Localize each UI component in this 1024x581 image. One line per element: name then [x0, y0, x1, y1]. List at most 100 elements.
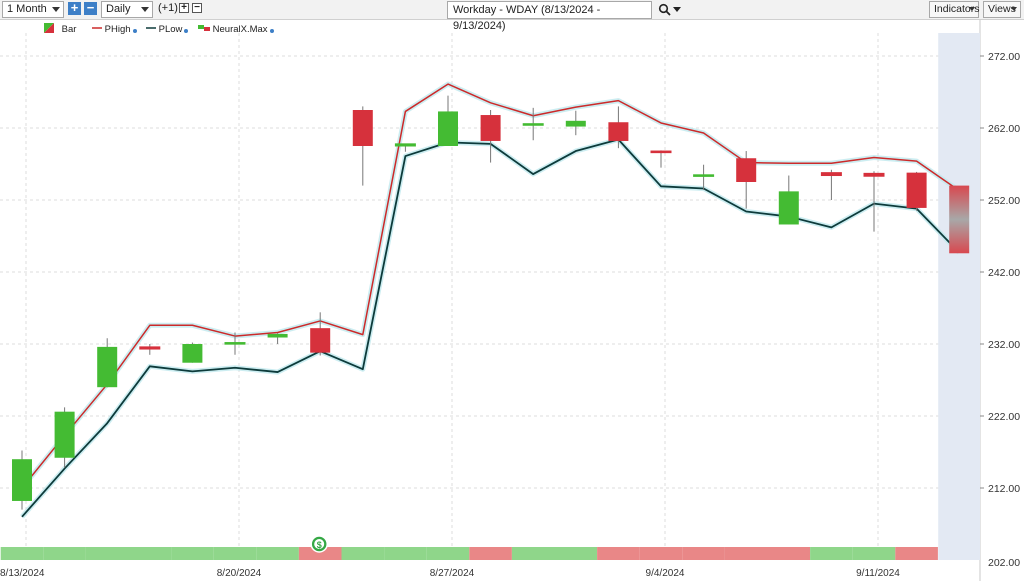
signal-strip-segment [554, 547, 598, 560]
indicators-label: Indicators [934, 3, 980, 15]
candles [12, 95, 970, 510]
signal-strip-segment [213, 547, 257, 560]
signal-strip-segment [298, 547, 342, 560]
y-tick-label: 272.00 [988, 51, 1020, 63]
offset-minus-button[interactable]: − [192, 3, 202, 13]
signal-strip-segment [469, 547, 512, 560]
signal-strip [0, 547, 938, 560]
legend-item-phigh[interactable]: PHigh [92, 23, 137, 37]
signal-strip-segment [639, 547, 683, 560]
search-icon[interactable] [658, 3, 672, 17]
indicators-button[interactable]: Indicators [929, 1, 980, 18]
signal-strip-segment [256, 547, 299, 560]
y-tick-label: 242.00 [988, 267, 1020, 279]
x-tick-label: 9/11/2024 [856, 568, 900, 579]
views-button[interactable]: Views [983, 1, 1021, 18]
candle-body [438, 111, 458, 146]
chevron-down-icon [141, 7, 149, 12]
x-tick-label: 8/13/2024 [0, 568, 45, 579]
interval-label: Daily [106, 3, 131, 15]
candle-body [267, 333, 288, 338]
period-select[interactable]: 1 Month [2, 1, 64, 18]
y-tick-label: 262.00 [988, 123, 1020, 135]
candle-body [480, 115, 501, 141]
candle-body [863, 172, 885, 177]
neuralx-swatch-icon [198, 25, 210, 31]
signal-strip-segment [895, 547, 938, 560]
y-tick-label: 252.00 [988, 195, 1020, 207]
zoom-out-button[interactable]: − [84, 1, 97, 15]
zoom-in-button[interactable]: + [68, 1, 81, 15]
candle-body [820, 172, 842, 177]
signal-strip-segment [724, 547, 768, 560]
signal-strip-segment [0, 547, 44, 560]
candle-body [310, 328, 331, 353]
legend-item-neuralx[interactable]: NeuralX.Max [198, 23, 274, 37]
signal-strip-segment [341, 547, 385, 560]
candle-body [565, 120, 586, 127]
candle-body [12, 459, 32, 501]
views-label: Views [988, 3, 1016, 15]
settings-dot-icon[interactable] [132, 29, 137, 33]
chevron-down-icon [1011, 7, 1017, 11]
settings-dot-icon[interactable] [269, 29, 274, 33]
signal-strip-segment [384, 547, 427, 560]
bar-swatch-icon [44, 23, 54, 33]
candle-body [608, 122, 629, 141]
candle-body [224, 342, 246, 345]
signal-strip-segment [426, 547, 470, 560]
chevron-down-icon [969, 7, 975, 11]
symbol-title-field[interactable]: Workday - WDAY (8/13/2024 - 9/13/2024) [447, 1, 652, 32]
y-axis: 212.00 222.00 232.00 242.00 252.00 262.00 272.… [980, 51, 1020, 569]
signal-strip-segment [128, 547, 172, 560]
forecast-bar [949, 185, 970, 254]
legend-item-plow[interactable]: PLow [146, 23, 189, 37]
candle-body [54, 411, 75, 458]
candle-body [182, 344, 203, 363]
dollar-marker-inner [314, 539, 325, 549]
offset-label: (+1) [158, 2, 178, 14]
period-label: 1 Month [7, 3, 47, 15]
x-tick-label: 8/27/2024 [430, 568, 475, 579]
signal-strip-segment [810, 547, 853, 560]
series-line-glow [20, 137, 961, 519]
toolbar: 1 Month + − Daily (+1) + − Workday - WDA… [0, 0, 1024, 32]
signal-strip-segment [43, 547, 86, 560]
candle-body [650, 150, 672, 154]
candle-body [693, 174, 715, 177]
signal-strip-segment [85, 547, 129, 560]
line-swatch-icon [146, 27, 156, 29]
signal-strip-segment [597, 547, 640, 560]
interval-select[interactable]: Daily [101, 1, 153, 18]
candle-body [736, 158, 757, 182]
line-swatch-icon [92, 27, 102, 29]
offset-plus-button[interactable]: + [179, 3, 189, 13]
candle-body [522, 123, 544, 126]
signal-strip-segment [171, 547, 214, 560]
candle-body [906, 172, 927, 208]
dollar-marker-label: $ [317, 540, 322, 550]
x-tick-label: 8/20/2024 [217, 568, 262, 579]
y-tick-label: 222.00 [988, 411, 1020, 423]
x-tick-label: 9/4/2024 [646, 568, 685, 579]
candle-body [778, 191, 799, 225]
settings-dot-icon[interactable] [184, 29, 189, 33]
signal-strip-segment [511, 547, 555, 560]
candle-body [139, 346, 161, 350]
y-tick-label: 202.00 [988, 557, 1020, 569]
series-line-phigh [21, 83, 960, 489]
chart-title: Workday - WDAY (8/13/2024 - 9/13/2024) [453, 4, 601, 32]
chevron-down-icon [52, 7, 60, 12]
candle-body [97, 346, 118, 388]
candle-body [394, 143, 416, 147]
legend-item-bar[interactable]: Bar [44, 23, 76, 37]
candle-body [352, 110, 373, 146]
signal-strip-segment [852, 547, 896, 560]
dollar-marker-icon: $ [310, 535, 328, 553]
y-tick-label: 232.00 [988, 339, 1020, 351]
forecast-zone [938, 33, 980, 560]
y-tick-label: 212.00 [988, 483, 1020, 495]
chevron-down-icon[interactable] [673, 6, 682, 14]
x-axis: 8/13/2024 8/20/2024 8/27/2024 9/4/2024 9/11/… [0, 568, 900, 579]
